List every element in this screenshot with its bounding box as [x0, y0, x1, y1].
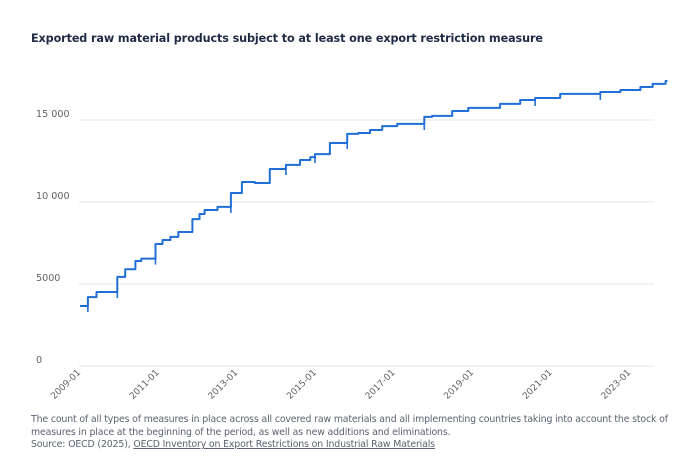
x-tick-label: 2019-01 — [442, 368, 476, 402]
footer-note: The count of all types of measures in pl… — [31, 414, 668, 438]
series-line — [80, 80, 668, 307]
source-prefix: Source: OECD (2025), — [31, 439, 134, 451]
x-tick-label: 2015-01 — [285, 368, 319, 402]
y-axis-ticks: 0 5000 10 000 15 000 — [36, 109, 70, 366]
y-tick-label: 10 000 — [36, 191, 70, 202]
y-tick-label: 15 000 — [36, 109, 70, 120]
chart-footer: The count of all types of measures in pl… — [31, 414, 681, 452]
x-tick-label: 2023-01 — [600, 368, 634, 402]
x-axis-ticks: 2009-01 2011-01 2013-01 2015-01 2017-01 2019-… — [49, 368, 633, 402]
chart-title: Exported raw material products subject t… — [31, 32, 543, 45]
x-tick-label: 2009-01 — [49, 368, 83, 402]
x-tick-label: 2011-01 — [128, 368, 162, 402]
gridlines — [79, 119, 654, 367]
series-layer — [80, 80, 668, 312]
x-tick-label: 2017-01 — [364, 368, 398, 402]
x-tick-label: 2021-01 — [521, 368, 555, 402]
source-link[interactable]: OECD Inventory on Export Restrictions on… — [133, 439, 435, 451]
y-tick-label: 5000 — [36, 273, 60, 284]
x-tick-label: 2013-01 — [207, 368, 241, 402]
y-tick-label: 0 — [36, 355, 42, 366]
